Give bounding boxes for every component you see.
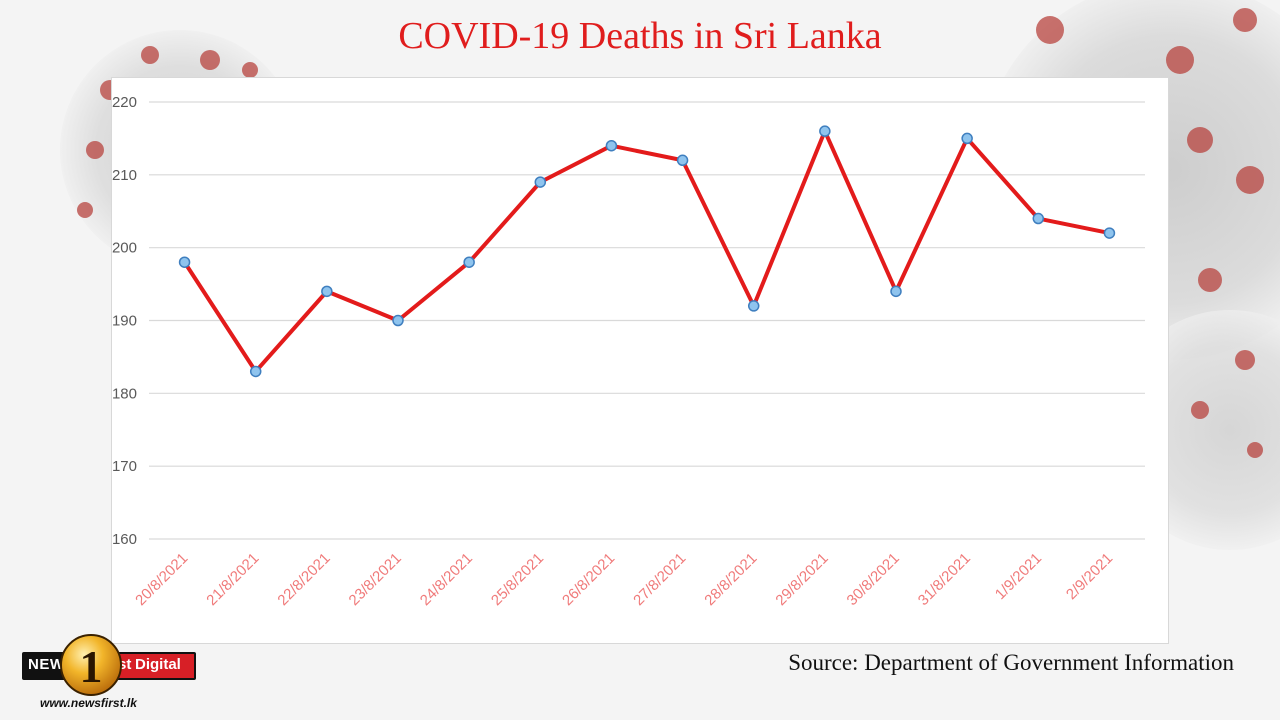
logo-red-panel [114,654,194,678]
source-note: Source: Department of Government Informa… [788,650,1234,675]
chart-panel: 160 170 180 190 200 210 220 20/8/2021 21/8/2021 2… [111,77,1169,644]
y-tick-label: 190 [112,313,137,330]
x-tick-label: 24/8/2021 [417,550,476,609]
data-point [178,256,191,268]
series-line [182,129,1112,374]
x-tick-label: 2/9/2021 [1063,550,1116,603]
x-tick-label: 27/8/2021 [630,550,689,609]
data-point [747,300,760,312]
y-tick-label: 220 [112,94,137,111]
data-point [890,285,902,298]
logo-url: www.newsfirst.lk [40,696,137,710]
x-tick-label: 21/8/2021 [203,550,262,609]
x-tick-label: 26/8/2021 [559,550,618,609]
data-point [819,125,831,137]
x-tick-label: 30/8/2021 [844,550,903,609]
y-tick-label: 210 [112,167,137,184]
data-point [463,256,475,268]
data-point [961,132,973,145]
x-tick-label: 20/8/2021 [132,550,191,609]
logo-one-text: 1 [79,641,103,692]
data-point [605,139,618,152]
data-point [249,365,262,378]
data-point [676,154,689,167]
logo-digital-text: Digital [135,656,181,673]
y-tick-label: 160 [112,531,137,548]
chart-title: COVID-19 Deaths in Sri Lanka [398,15,882,57]
data-point [534,176,547,188]
x-tick-label: 31/8/2021 [915,550,974,609]
data-point [321,285,333,298]
y-tick-label: 170 [112,458,137,475]
x-tick-label: 22/8/2021 [274,550,333,609]
x-tick-label: 29/8/2021 [772,550,831,609]
data-point [392,314,404,327]
x-tick-label: 23/8/2021 [346,550,405,609]
x-tick-label: 25/8/2021 [488,550,547,609]
x-tick-label: 28/8/2021 [701,550,760,609]
logo-emblem: 1 [60,634,122,696]
y-tick-label: 180 [112,385,137,402]
data-point [1103,227,1116,239]
newsfirst-logo: NEWS st Digital 1 www.newsfirst.lk [22,634,198,714]
data-point [1032,212,1045,225]
y-tick-label: 200 [112,240,137,257]
x-tick-label: 1/9/2021 [992,550,1045,603]
